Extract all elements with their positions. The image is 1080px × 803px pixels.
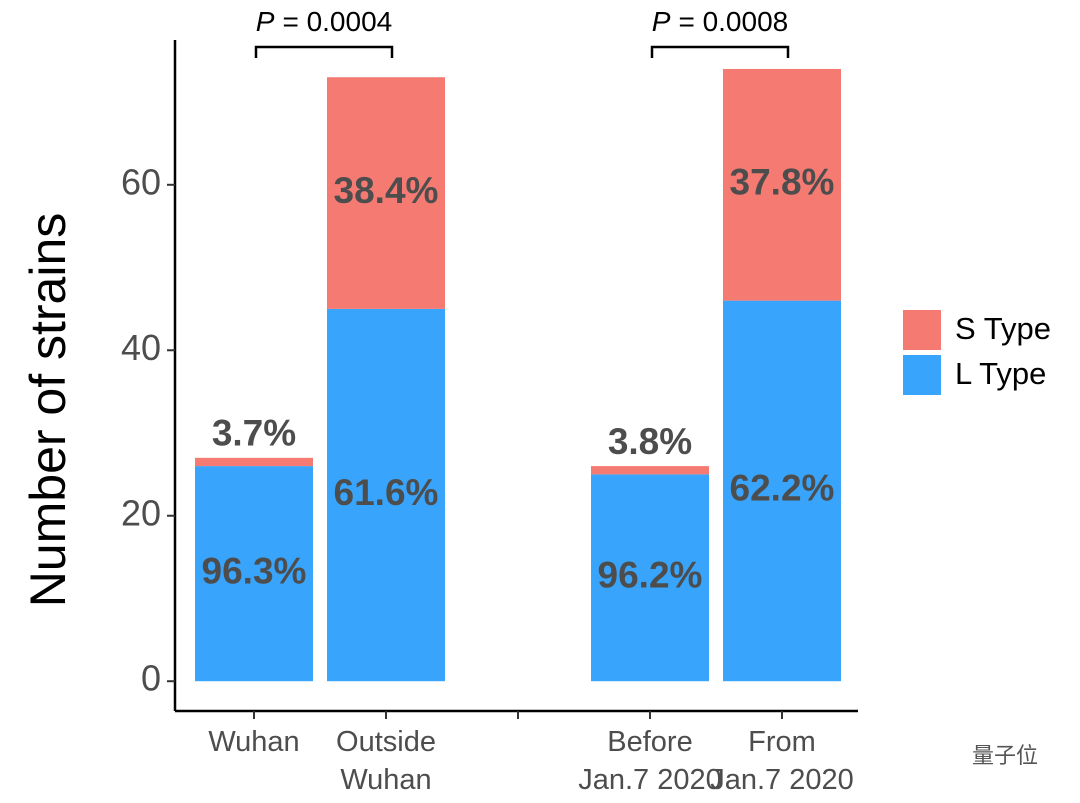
y-tick-label: 60 (121, 161, 161, 202)
bracket (254, 45, 394, 58)
y-tick-label: 20 (121, 492, 161, 533)
x-tick-label: Wuhan (208, 726, 299, 758)
bar-segment (327, 308, 445, 682)
p-text: = 0.0004 (282, 6, 392, 37)
x-tick-label: From Jan.7 2020 (710, 726, 854, 796)
percent-label: 96.2% (598, 555, 703, 596)
x-tick-label: Before Jan.7 2020 (578, 726, 722, 796)
bar-segment (723, 68, 841, 301)
p-value: P = 0.0008 (652, 6, 788, 37)
percent-label: 62.2% (730, 468, 835, 509)
bar-segment (195, 457, 313, 467)
percent-label: 3.8% (608, 421, 692, 462)
percent-label: 37.8% (730, 162, 835, 203)
x-tick-label: Outside Wuhan (336, 726, 436, 796)
legend-swatch (903, 355, 941, 395)
y-axis-label: Number of strains (20, 213, 76, 608)
legend-label: S Type (955, 311, 1051, 346)
percent-label: 3.7% (212, 413, 296, 454)
percent-label: 38.4% (334, 170, 439, 211)
p-text: = 0.0008 (678, 6, 788, 37)
legend-swatch (903, 310, 941, 350)
bar-segment (195, 466, 313, 682)
percent-label: 96.3% (202, 550, 307, 591)
bar-segment (723, 300, 841, 682)
y-tick-label: 40 (121, 327, 161, 368)
p-symbol: P (652, 6, 671, 37)
watermark: 量子位 (972, 743, 1038, 768)
percent-label: 61.6% (334, 472, 439, 513)
bar-segment (591, 466, 709, 475)
y-tick-label: 0 (141, 658, 161, 699)
p-value: P = 0.0004 (256, 6, 392, 37)
bracket (650, 45, 790, 58)
bar-segment (591, 474, 709, 682)
bar-segment (327, 77, 445, 309)
legend-label: L Type (955, 356, 1046, 391)
p-symbol: P (256, 6, 275, 37)
